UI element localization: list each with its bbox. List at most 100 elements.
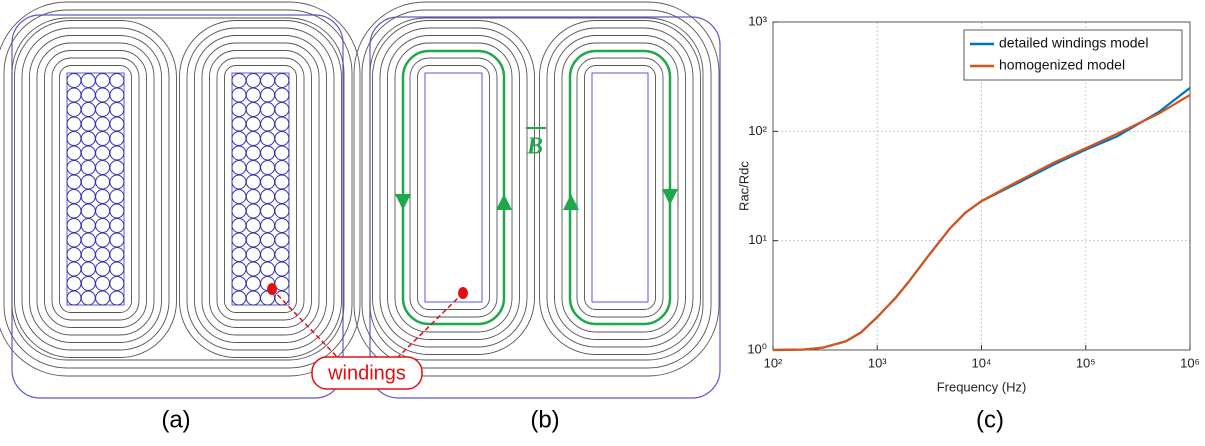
winding — [245, 145, 261, 161]
flux-line — [0, 1, 361, 377]
winding — [274, 203, 290, 219]
winding — [95, 203, 111, 219]
flux-line — [561, 42, 679, 333]
y-tick-label: 10¹ — [748, 232, 767, 247]
x-tick-label: 10⁴ — [971, 355, 991, 370]
winding — [231, 160, 247, 175]
flux-line — [369, 17, 704, 361]
winding — [95, 73, 111, 88]
winding — [274, 290, 290, 306]
panel-label: (c) — [976, 406, 1004, 433]
panel-label: (b) — [530, 406, 559, 433]
flux-line — [394, 42, 513, 333]
winding — [245, 203, 261, 219]
winding — [80, 174, 96, 190]
flux-line — [372, 20, 535, 355]
winding — [80, 261, 96, 277]
winding — [274, 131, 290, 146]
winding — [80, 102, 96, 117]
winding — [95, 276, 111, 291]
flux-line — [539, 20, 701, 355]
winding — [109, 160, 125, 175]
winding — [245, 189, 261, 204]
winding — [66, 131, 82, 146]
winding — [80, 131, 96, 146]
x-tick-label: 10³ — [868, 355, 887, 370]
winding — [231, 73, 247, 88]
series-line — [772, 94, 1191, 352]
winding — [80, 203, 96, 219]
x-tick-label: 10⁶ — [1180, 355, 1200, 370]
flux-line — [201, 42, 320, 336]
winding — [274, 160, 290, 175]
winding — [260, 189, 276, 204]
winding-dot — [267, 283, 277, 295]
winding — [95, 87, 111, 103]
winding — [66, 232, 82, 248]
winding — [245, 261, 261, 277]
panel-label: (a) — [161, 406, 190, 433]
field-arrow — [395, 194, 411, 210]
x-tick-label: 10⁵ — [1076, 355, 1096, 370]
legend-label: detailed windings model — [999, 35, 1148, 51]
winding — [66, 247, 82, 262]
winding — [80, 218, 96, 233]
core-outline-a — [11, 14, 344, 399]
winding — [80, 290, 96, 306]
x-axis-label: Frequency (Hz) — [937, 379, 1027, 394]
winding — [109, 276, 125, 291]
flux-line — [387, 35, 520, 340]
winding — [260, 87, 276, 103]
winding — [260, 73, 276, 88]
field-loop — [401, 49, 506, 326]
winding — [109, 87, 125, 103]
winding — [274, 261, 290, 277]
x-tick-label: 10² — [764, 355, 783, 370]
y-tick-label: 10³ — [748, 13, 767, 28]
winding — [260, 261, 276, 277]
flux-line — [409, 57, 498, 318]
flux-line — [179, 20, 342, 358]
flux-line — [417, 65, 490, 310]
winding — [245, 131, 261, 146]
legend-box — [963, 29, 1183, 81]
winding — [95, 247, 111, 262]
flux-line — [224, 65, 297, 313]
winding — [109, 116, 125, 132]
flux-line — [36, 42, 155, 336]
winding — [274, 247, 290, 262]
winding — [231, 247, 247, 262]
winding — [66, 87, 82, 103]
winding — [245, 160, 261, 175]
flux-line — [353, 1, 720, 377]
pointer — [271, 288, 341, 361]
flux-line — [14, 20, 177, 358]
winding — [80, 87, 96, 103]
flux-line — [216, 57, 305, 321]
winding — [109, 174, 125, 190]
flux-line — [29, 35, 162, 343]
winding — [66, 160, 82, 175]
winding — [231, 102, 247, 117]
window — [231, 72, 290, 306]
winding — [245, 174, 261, 190]
winding — [95, 290, 111, 306]
flux-line — [576, 57, 664, 318]
winding — [274, 189, 290, 204]
winding — [245, 290, 261, 306]
winding — [80, 116, 96, 132]
flux-line — [3, 9, 353, 369]
winding — [95, 131, 111, 146]
winding — [95, 232, 111, 248]
flux-line — [194, 35, 327, 343]
winding — [245, 247, 261, 262]
y-tick-label: 10⁰ — [747, 341, 767, 356]
winding — [66, 73, 82, 88]
field-arrow — [662, 189, 678, 205]
winding — [274, 145, 290, 161]
winding — [66, 116, 82, 132]
winding — [231, 261, 247, 277]
winding — [66, 203, 82, 219]
flux-line — [186, 27, 335, 351]
winding — [260, 174, 276, 190]
